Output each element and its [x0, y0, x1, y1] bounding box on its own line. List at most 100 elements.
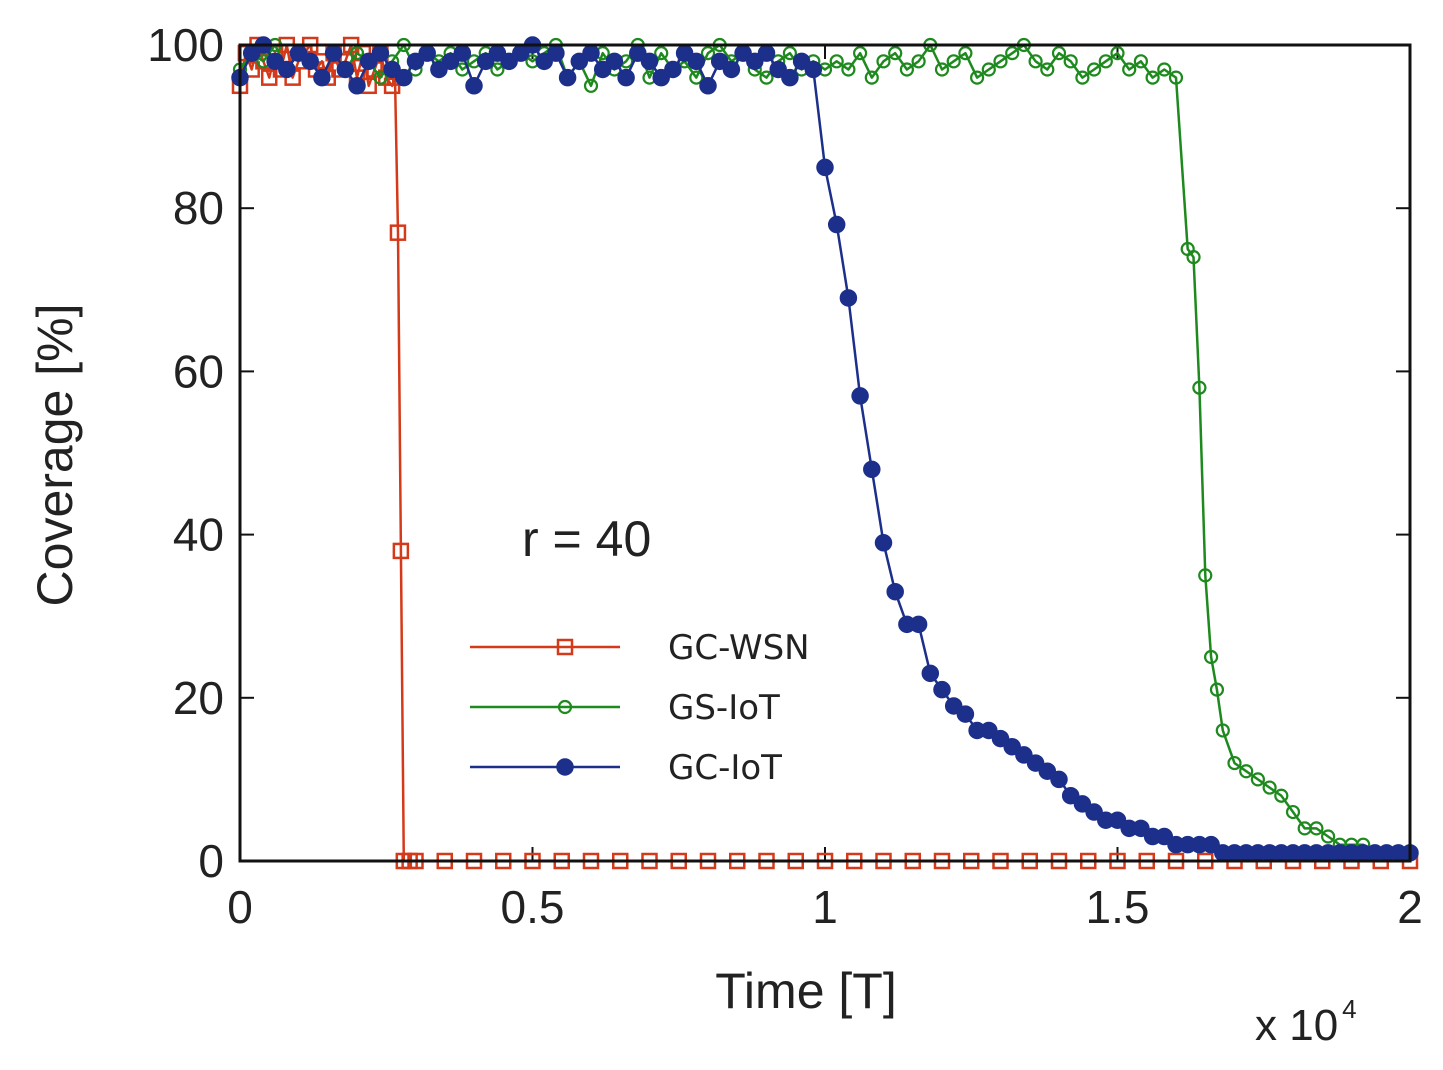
data-point-gc-iot [1003, 738, 1021, 756]
data-point-gc-iot [301, 52, 319, 71]
data-point-gs-iot [490, 62, 505, 77]
data-point-gs-iot [1203, 649, 1219, 665]
y-tick-label: 100 [147, 19, 224, 71]
data-point-gs-iot [1005, 46, 1020, 61]
data-point-gs-iot [946, 54, 961, 69]
data-point-gs-iot [1051, 46, 1067, 61]
data-point-gc-iot [465, 77, 483, 95]
data-point-gc-iot [687, 52, 706, 71]
data-point-gs-iot [1250, 772, 1266, 787]
series-layer [231, 36, 1419, 870]
data-point-gs-iot [782, 46, 798, 61]
x-multiplier-base: x 10 [1255, 1001, 1338, 1050]
data-point-gc-iot [1202, 835, 1220, 854]
data-point-gs-iot [852, 46, 868, 61]
data-point-gc-iot [921, 664, 940, 683]
legend-label-gc-iot: GC-IoT [668, 748, 782, 788]
data-point-gc-iot [769, 60, 787, 79]
legend: GC-WSN GS-IoT GC-IoT [470, 628, 810, 788]
x-tick-label: 1.5 [1086, 881, 1150, 933]
data-point-gs-iot [981, 62, 996, 77]
data-point-gs-iot [993, 54, 1008, 69]
data-point-gc-iot [336, 60, 355, 79]
data-point-gs-iot [969, 70, 985, 85]
data-point-gc-iot [652, 68, 670, 87]
data-point-gs-iot [759, 70, 774, 85]
data-point-gc-iot [1132, 819, 1150, 838]
data-point-gs-iot [1227, 755, 1242, 771]
data-point-gs-iot [700, 46, 716, 61]
data-point-gs-iot [1122, 62, 1137, 77]
data-point-gc-iot [980, 721, 998, 740]
data-point-gc-iot [395, 68, 413, 87]
data-point-gs-iot [1098, 54, 1113, 69]
data-point-gc-iot [757, 44, 776, 62]
data-point-gs-iot [864, 70, 879, 85]
data-point-gs-iot [1309, 821, 1324, 836]
data-point-gc-iot [558, 68, 577, 87]
data-point-gs-iot [1133, 54, 1149, 69]
data-point-gc-iot [266, 52, 284, 71]
data-point-gc-iot [664, 60, 682, 79]
data-point-gc-iot [605, 52, 624, 71]
data-point-gs-iot [1075, 70, 1090, 85]
data-point-gs-iot [349, 46, 365, 61]
data-point-gc-iot [582, 44, 600, 62]
data-point-gc-iot [547, 44, 565, 62]
data-point-gc-iot [535, 52, 553, 71]
y-tick-label: 20 [173, 672, 224, 724]
y-tick-label: 0 [198, 835, 224, 887]
data-point-gc-iot [1061, 786, 1080, 805]
data-point-gc-iot [348, 77, 366, 95]
data-point-gc-iot [324, 44, 343, 62]
data-point-gs-iot [1274, 788, 1289, 803]
data-point-gc-iot [617, 68, 635, 87]
y-axis-title: Coverage [%] [27, 304, 83, 607]
legend-entry-gc-iot: GC-IoT [470, 748, 782, 788]
data-point-gc-wsn [389, 224, 407, 241]
data-point-gc-iot [909, 615, 928, 634]
data-point-gs-iot [1063, 54, 1078, 69]
data-point-gs-iot [899, 62, 915, 77]
x-tick-label: 1 [812, 881, 838, 933]
data-point-gc-iot [476, 52, 495, 71]
data-point-gc-iot [851, 387, 869, 405]
data-point-gc-iot [863, 460, 881, 479]
x-multiplier-exponent: 4 [1342, 994, 1356, 1024]
y-tick-label: 40 [173, 509, 224, 561]
data-point-gs-iot [1110, 46, 1125, 61]
y-tick-label: 60 [173, 345, 224, 397]
data-point-gc-iot [1015, 746, 1033, 764]
data-point-gs-iot [911, 54, 926, 69]
data-point-gs-iot [876, 54, 891, 69]
data-point-gc-iot [827, 215, 846, 234]
data-point-gc-iot [781, 68, 799, 87]
data-point-gs-iot [1285, 804, 1301, 820]
data-point-gs-iot [888, 46, 903, 61]
data-point-gc-iot [500, 52, 518, 71]
data-point-gs-iot [583, 78, 599, 93]
data-point-gc-iot [722, 60, 741, 79]
data-point-gc-iot [313, 68, 331, 87]
data-point-gc-iot [804, 60, 823, 79]
data-point-gs-iot [934, 62, 950, 77]
plot-frame [238, 43, 1412, 863]
data-point-gc-iot [406, 52, 425, 71]
x-axis-title: Time [T] [715, 963, 896, 1019]
data-point-gc-wsn [392, 542, 410, 560]
data-point-gs-iot [1215, 723, 1230, 738]
data-point-gc-iot [699, 77, 717, 95]
data-point-gc-iot [792, 52, 811, 71]
data-point-gc-iot [1026, 754, 1045, 772]
data-point-gc-iot [956, 705, 975, 723]
data-point-gs-iot [1028, 54, 1043, 69]
legend-marker-gs-iot [557, 699, 573, 715]
data-point-gs-iot [1086, 62, 1102, 77]
data-point-gs-iot [1192, 380, 1207, 395]
data-point-gs-iot [841, 62, 856, 77]
x-tick-label: 2 [1397, 881, 1423, 933]
data-point-gs-iot [1040, 62, 1055, 77]
data-point-gs-iot [829, 54, 844, 69]
data-point-gc-iot [874, 534, 893, 552]
